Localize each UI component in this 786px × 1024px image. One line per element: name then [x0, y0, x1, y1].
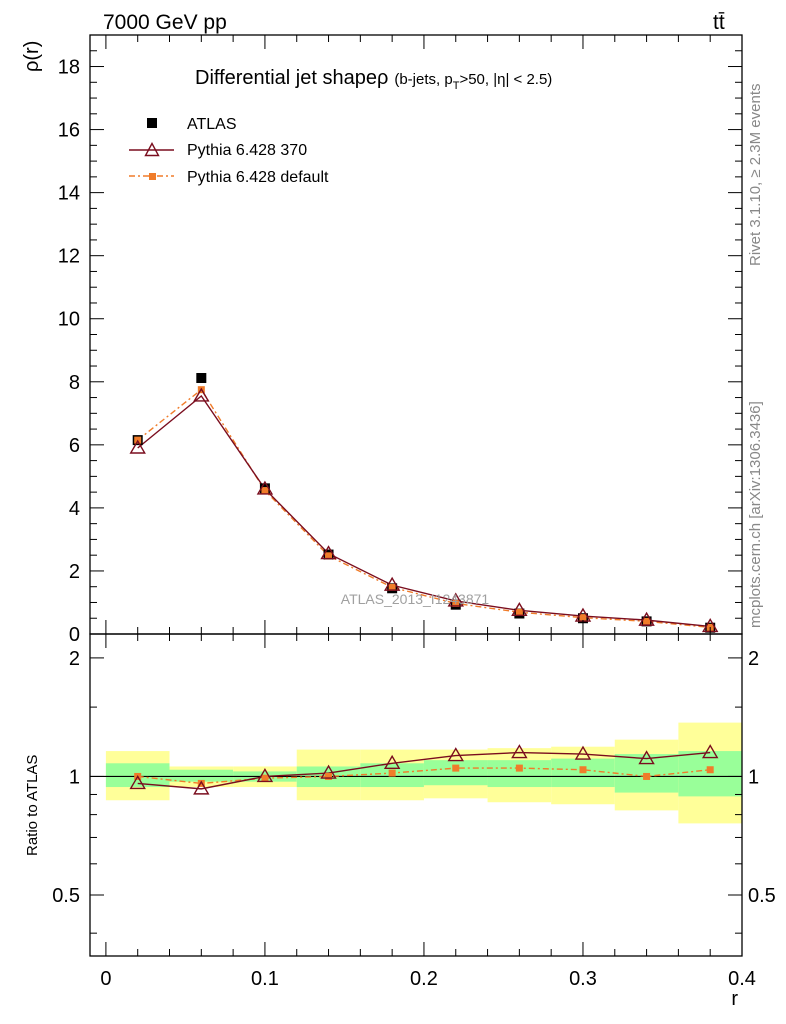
py370-point-top: [383, 576, 401, 591]
pydef-point-top: [643, 617, 651, 625]
ratio-band-green: [487, 760, 552, 788]
header-left: 7000 GeV pp: [103, 11, 227, 34]
py370-point-top: [256, 480, 274, 495]
py370-line-ratio: [137, 751, 711, 790]
ytick-label-top: 4: [69, 498, 80, 520]
ytick-label-bottom: 1: [69, 766, 80, 788]
pydef-point-ratio: [325, 772, 333, 780]
xtick-label: 0.3: [569, 968, 597, 990]
ytick-label-bottom: 2: [69, 648, 80, 670]
pydef-point-top: [515, 608, 523, 616]
bottom-frame: [89, 633, 743, 957]
legend-atlas-label: ATLAS: [187, 116, 237, 133]
ytick-label-bottom-right: 2: [748, 648, 759, 670]
pydef-point-ratio: [197, 779, 205, 787]
pydef-point-top: [261, 487, 269, 495]
py370-point-ratio: [447, 747, 464, 762]
ytick-label-top: 12: [58, 246, 80, 268]
pydef-point-top: [579, 614, 587, 622]
top-ylabel: ρ(r): [21, 41, 43, 72]
legend-pydef-marker: [149, 173, 156, 180]
py370-point-ratio: [638, 750, 655, 765]
xtick-label: 0.2: [410, 968, 438, 990]
ytick-label-top: 16: [58, 120, 80, 142]
pydef-point-ratio: [388, 769, 396, 777]
legend-py370-marker: [144, 142, 160, 157]
pydef-point-ratio: [643, 772, 651, 780]
plot-title-main: Differential jet shapeρ: [195, 67, 388, 89]
pydef-point-ratio: [452, 764, 460, 772]
bottom-ylabel: Ratio to ATLAS: [24, 755, 41, 856]
pydef-point-top: [325, 552, 333, 560]
plot-title-sub: (b-jets, p: [394, 71, 452, 88]
ytick-label-top: 2: [69, 561, 80, 583]
ytick-label-bottom: 0.5: [52, 885, 80, 907]
rivet-label: Rivet 3.1.10, ≥ 2.3M events: [747, 84, 764, 267]
atlas-point: [196, 373, 207, 384]
xtick-label: 0.1: [251, 968, 279, 990]
mcplots-label: mcplots.cern.ch [arXiv:1306.3436]: [747, 401, 764, 628]
pydef-point-top: [388, 583, 396, 591]
ratio-band-green: [678, 751, 742, 797]
py370-line-top: [137, 394, 711, 628]
legend-atlas-marker: [147, 118, 157, 128]
legend-pydef-label: Pythia 6.428 default: [187, 169, 329, 186]
py370-point-ratio: [383, 754, 401, 769]
ratio-band-green: [169, 769, 234, 782]
ytick-label-top: 10: [58, 309, 80, 331]
py370-point-top: [638, 611, 655, 626]
xlabel: r: [731, 988, 738, 1010]
legend-py370-label: Pythia 6.428 370: [187, 142, 307, 159]
pydef-point-ratio: [706, 766, 714, 774]
py370-point-top: [447, 592, 464, 607]
ytick-label-top: 14: [58, 183, 80, 205]
ytick-label-top: 6: [69, 435, 80, 457]
py370-point-ratio: [574, 745, 592, 760]
ytick-label-top: 0: [69, 624, 80, 646]
py370-point-ratio: [511, 744, 528, 759]
py370-point-ratio: [193, 780, 210, 795]
ytick-label-top: 8: [69, 372, 80, 394]
plot-title-sub-t: T: [453, 80, 460, 92]
py370-point-ratio: [701, 744, 719, 759]
header-right: tt̄: [713, 11, 725, 34]
pydef-point-ratio: [515, 764, 523, 772]
py370-point-top: [511, 601, 528, 617]
plot-title-sub-rest: >50, |η| < 2.5): [459, 71, 552, 88]
plot-title: Differential jet shapeρ (b-jets, pT>50, |…: [195, 67, 552, 92]
pydef-point-ratio: [579, 766, 587, 774]
series-markers: [129, 373, 719, 795]
py370-point-top: [193, 387, 210, 402]
ratio-band-green: [423, 760, 488, 786]
py370-point-top: [129, 439, 146, 454]
pydef-point-ratio: [261, 774, 269, 782]
pydef-line-ratio: [137, 767, 711, 785]
ytick-label-bottom-right: 1: [748, 766, 759, 788]
py370-point-ratio: [256, 768, 274, 783]
pydef-line-top: [137, 388, 711, 629]
py370-point-top: [320, 545, 337, 560]
xtick-label: 0: [100, 968, 111, 990]
pydef-point-top: [452, 599, 460, 607]
analysis-watermark: ATLAS_2013_I1243871: [341, 591, 490, 607]
py370-point-ratio: [129, 775, 146, 790]
ytick-label-top: 18: [58, 57, 80, 79]
xtick-label: 0.4: [728, 968, 756, 990]
series-lines: [90, 388, 742, 790]
py370-point-ratio: [320, 764, 337, 779]
ytick-label-bottom-right: 0.5: [748, 885, 776, 907]
legend: ATLAS Pythia 6.428 370 Pythia 6.428 defa…: [129, 116, 329, 186]
